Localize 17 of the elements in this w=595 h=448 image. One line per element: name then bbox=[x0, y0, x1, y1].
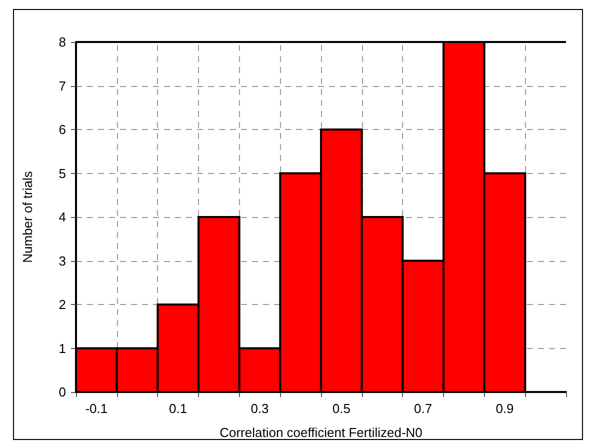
x-axis-title: Correlation coefficient Fertilized-N0 bbox=[220, 425, 422, 440]
y-tick-label: 2 bbox=[58, 297, 66, 312]
x-tick-label: -0.1 bbox=[85, 401, 108, 416]
y-tick-label: 1 bbox=[58, 340, 66, 356]
x-tick-label: 0.7 bbox=[414, 401, 432, 416]
x-tick-label: 0.5 bbox=[332, 401, 350, 416]
x-tick-label: 0.9 bbox=[496, 401, 514, 416]
y-tick-label: 6 bbox=[58, 122, 66, 137]
y-axis-title: Number of trials bbox=[20, 170, 35, 263]
x-tick-label: 0.3 bbox=[250, 401, 269, 416]
y-tick-label: 3 bbox=[58, 253, 66, 268]
y-tick-label: 5 bbox=[58, 166, 66, 181]
y-tick-label: 7 bbox=[58, 78, 66, 94]
y-tick-label: 4 bbox=[58, 210, 66, 224]
y-tick-label: 0 bbox=[58, 384, 66, 400]
x-tick-label: 0.1 bbox=[169, 401, 188, 416]
y-tick-label: 8 bbox=[58, 34, 66, 50]
